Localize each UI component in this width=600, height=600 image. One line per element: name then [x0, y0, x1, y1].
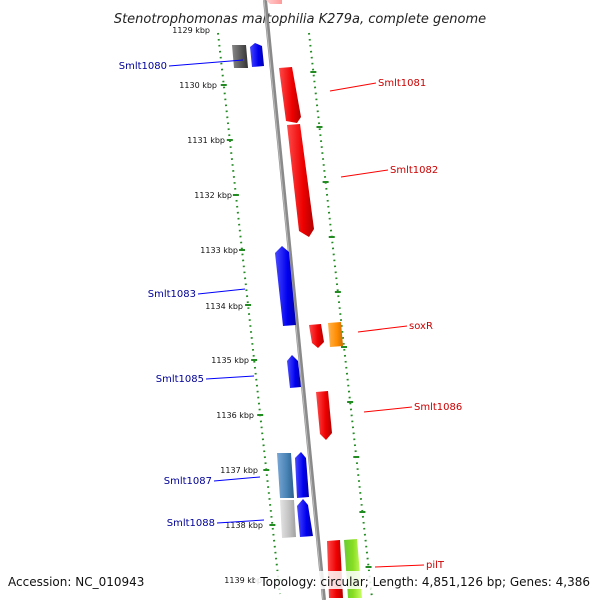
gene-label[interactable]: soxR: [409, 321, 433, 332]
gene-smlt1087-steel: [277, 453, 294, 498]
tick-label: 1133 kbp: [200, 246, 238, 255]
gene-smlt1081: [279, 67, 301, 123]
gene-smlt1088: [297, 499, 313, 537]
tick-label: 1137 kbp: [220, 466, 258, 475]
gene-smlt1088-light: [280, 500, 296, 538]
gc-dashes: [220, 71, 372, 581]
gene-label[interactable]: Smlt1085: [156, 374, 204, 385]
gene-smlt1082: [287, 124, 314, 237]
tick-label: 1131 kbp: [187, 136, 225, 145]
leader-line: [357, 325, 408, 333]
gene-label[interactable]: Smlt1083: [148, 289, 196, 300]
gc-track-inner: [217, 32, 281, 595]
tick-label: 1135 kbp: [211, 356, 249, 365]
gc-track-outer: [308, 32, 373, 599]
gene-label[interactable]: Smlt1080: [119, 61, 167, 72]
gene-pilt-red: [327, 540, 343, 598]
tick-label: 1130 kbp: [179, 81, 217, 90]
gene-pilt: [344, 539, 362, 598]
gene-smlt1080-gray: [232, 45, 248, 68]
leader-line: [213, 476, 261, 482]
gene-labels: Smlt1080 Smlt1081 Smlt1082 Smlt1083 soxR Smlt…: [119, 59, 462, 571]
tick-label: 1136 kbp: [216, 411, 254, 420]
topology-text: Topology: circular; Length: 4,851,126 bp…: [259, 575, 590, 589]
accession-text: Accession: NC_010943: [8, 575, 144, 589]
tick-label: 1132 kbp: [194, 191, 232, 200]
gene-label[interactable]: Smlt1086: [414, 402, 462, 413]
gene-label[interactable]: pilT: [426, 560, 445, 571]
gene-label[interactable]: Smlt1081: [378, 78, 426, 89]
gene-label[interactable]: Smlt1088: [167, 518, 215, 529]
leader-line: [168, 59, 244, 67]
tick-label: 1138 kbp: [225, 521, 263, 530]
gene-smlt1083: [275, 246, 296, 326]
gene-smlt1080: [250, 43, 264, 67]
footer-background: [255, 571, 600, 589]
gene-label[interactable]: Smlt1082: [390, 165, 438, 176]
gene-soxr-left: [309, 324, 324, 348]
leader-line: [363, 406, 413, 413]
leader-line: [197, 288, 246, 295]
map-title: Stenotrophomonas maltophilia K279a, comp…: [114, 12, 486, 27]
gene-label[interactable]: Smlt1087: [164, 476, 212, 487]
gene-top-partial: [266, 0, 282, 4]
tick-label: 1134 kbp: [205, 302, 243, 311]
leader-line: [205, 375, 255, 380]
leader-line: [374, 564, 425, 568]
tick-label: 1139 kbp: [224, 576, 262, 585]
gene-smlt1087: [295, 452, 309, 498]
leader-line: [216, 519, 265, 524]
leader-line: [329, 82, 377, 92]
tick-label: 1129 kbp: [172, 26, 210, 35]
gene-smlt1085: [287, 355, 301, 388]
leader-line: [340, 169, 389, 178]
gene-soxr: [328, 322, 343, 347]
tick-labels: 1129 kbp 1130 kbp 1131 kbp 1132 kbp 1133 kbp…: [172, 26, 263, 585]
genome-backbone: [263, 0, 326, 600]
gene-smlt1086: [316, 391, 332, 440]
